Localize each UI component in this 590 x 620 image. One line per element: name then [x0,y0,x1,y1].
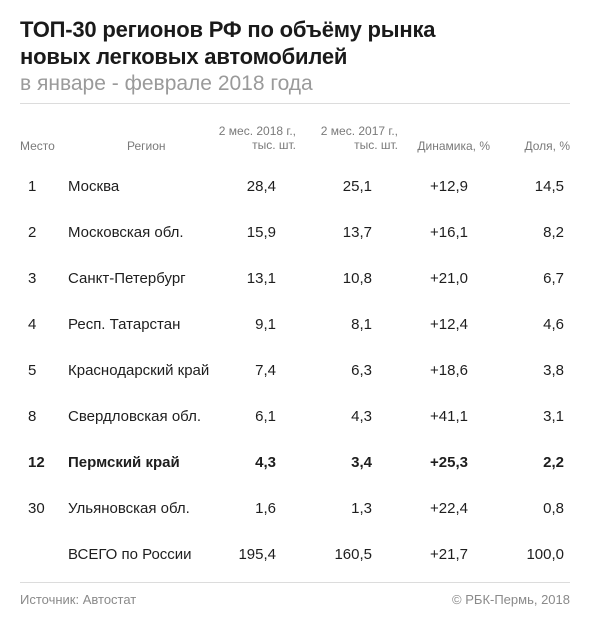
row-place: 8 [28,408,37,425]
row-region: Московская обл. [68,224,184,241]
table-row-highlighted: 12 Пермский край 4,3 3,4 +25,3 2,2 [0,451,590,475]
header-place: Место [20,139,55,153]
header-2018: 2 мес. 2018 г., тыс. шт. [219,124,296,152]
row-dynamics: +21,0 [430,270,468,287]
row-region: Респ. Татарстан [68,316,181,333]
row-2017: 3,4 [351,454,372,471]
title-line-2: новых легковых автомобилей [20,44,348,69]
row-dynamics: +21,7 [430,546,468,563]
table-row: 4 Респ. Татарстан 9,1 8,1 +12,4 4,6 [0,313,590,337]
row-region: Краснодарский край [68,362,210,379]
row-share: 4,6 [543,316,564,333]
row-2017: 13,7 [342,224,372,241]
row-place: 2 [28,224,37,241]
row-2018: 195,4 [238,546,276,563]
table-row: 2 Московская обл. 15,9 13,7 +16,1 8,2 [0,221,590,245]
row-region: ВСЕГО по России [68,546,192,563]
row-2017: 6,3 [351,362,372,379]
row-place: 3 [28,270,37,287]
row-2017: 10,8 [342,270,372,287]
row-2017: 25,1 [342,178,372,195]
row-share: 8,2 [543,224,564,241]
table-row: 8 Свердловская обл. 6,1 4,3 +41,1 3,1 [0,405,590,429]
header-2018-line2: тыс. шт. [252,138,296,152]
source-note: Источник: Автостат [20,592,137,607]
row-dynamics: +22,4 [430,500,468,517]
row-share: 2,2 [543,454,564,471]
header-2017-line1: 2 мес. 2017 г., [320,124,398,138]
row-dynamics: +16,1 [430,224,468,241]
header-dynamics: Динамика, % [417,139,490,153]
row-2018: 15,9 [246,224,276,241]
row-dynamics: +12,9 [430,178,468,195]
row-2018: 7,4 [255,362,276,379]
row-2018: 13,1 [246,270,276,287]
row-2017: 8,1 [351,316,372,333]
row-2018: 9,1 [255,316,276,333]
row-2017: 160,5 [334,546,372,563]
header-share: Доля, % [524,139,570,153]
row-2017: 4,3 [351,408,372,425]
row-place: 12 [28,454,45,471]
row-dynamics: +18,6 [430,362,468,379]
row-2018: 28,4 [246,178,276,195]
row-region: Москва [68,178,120,195]
table-row: 5 Краснодарский край 7,4 6,3 +18,6 3,8 [0,359,590,383]
row-share: 3,1 [543,408,564,425]
table-row: 3 Санкт-Петербург 13,1 10,8 +21,0 6,7 [0,267,590,291]
table-row-total: ВСЕГО по России 195,4 160,5 +21,7 100,0 [0,543,590,567]
row-2018: 1,6 [255,500,276,517]
row-2018: 4,3 [255,454,276,471]
row-2017: 1,3 [351,500,372,517]
row-share: 0,8 [543,500,564,517]
row-share: 14,5 [534,178,564,195]
copyright-note: © РБК-Пермь, 2018 [452,592,570,607]
table-row: 30 Ульяновская обл. 1,6 1,3 +22,4 0,8 [0,497,590,521]
bottom-divider [20,582,570,583]
page-subtitle: в январе - феврале 2018 года [20,72,313,95]
row-dynamics: +12,4 [430,316,468,333]
row-share: 6,7 [543,270,564,287]
header-region: Регион [127,139,166,153]
row-share: 3,8 [543,362,564,379]
row-dynamics: +25,3 [430,454,468,471]
title-line-1: ТОП-30 регионов РФ по объёму рынка [20,17,436,42]
top-divider [20,103,570,104]
row-place: 4 [28,316,37,333]
row-dynamics: +41,1 [430,408,468,425]
header-2017-line2: тыс. шт. [354,138,398,152]
row-place: 5 [28,362,37,379]
row-place: 30 [28,500,45,517]
row-region: Санкт-Петербург [68,270,186,287]
row-2018: 6,1 [255,408,276,425]
page-title: ТОП-30 регионов РФ по объёму рынка новых… [20,16,580,70]
row-region: Свердловская обл. [68,408,201,425]
header-2017: 2 мес. 2017 г., тыс. шт. [321,124,398,152]
table-row: 1 Москва 28,4 25,1 +12,9 14,5 [0,175,590,199]
row-region: Пермский край [68,454,180,471]
row-share: 100,0 [526,546,564,563]
row-region: Ульяновская обл. [68,500,190,517]
row-place: 1 [28,178,37,195]
header-2018-line1: 2 мес. 2018 г., [218,124,296,138]
